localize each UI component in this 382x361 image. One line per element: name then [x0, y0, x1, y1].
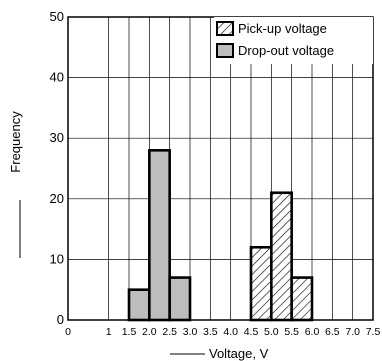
x-tick-label: 2.5	[162, 326, 177, 338]
x-tick-label: 7.5	[366, 326, 381, 338]
y-axis-title-group: Frequency	[8, 111, 23, 258]
y-tick-label: 0	[57, 312, 64, 327]
x-axis-title-group: Voltage, V	[170, 346, 269, 361]
pickup-bar	[270, 191, 293, 322]
x-tick-label: 0	[65, 326, 71, 338]
y-tick-label: 50	[50, 9, 64, 24]
legend-background	[214, 17, 373, 64]
legend-label: Pick-up voltage	[238, 21, 327, 36]
x-tick-label: 7.0	[345, 326, 360, 338]
y-tick-label: 10	[50, 251, 64, 266]
y-tick-labels: 0 10 20 30 40 50	[50, 9, 64, 327]
x-tick-label: 5.0	[264, 326, 279, 338]
x-tick-label: 1	[106, 326, 112, 338]
y-axis-title: Frequency	[8, 111, 23, 173]
y-tick-label: 30	[50, 130, 64, 145]
dropout-bar	[127, 288, 151, 322]
x-axis-title: Voltage, V	[209, 346, 269, 361]
pickup-bar	[290, 276, 314, 322]
legend-swatch	[216, 21, 234, 36]
y-tick-label: 20	[50, 191, 64, 206]
histogram-bars	[127, 149, 314, 322]
x-tick-label: 3.5	[203, 326, 218, 338]
x-tick-label: 6.0	[305, 326, 320, 338]
dropout-bar	[148, 149, 171, 322]
grid-lines	[67, 16, 374, 321]
x-tick-label: 2.0	[142, 326, 157, 338]
legend-label: Drop-out voltage	[238, 43, 334, 58]
x-tick-labels: 0 1 1.5 2.0 2.5 3.0 3.5 4.0 4.5 5.0 5.5 6.0 6.5 7.0 7.…	[65, 326, 380, 338]
x-tick-label: 4.5	[244, 326, 259, 338]
x-tick-label: 5.5	[284, 326, 299, 338]
y-tick-label: 40	[50, 70, 64, 85]
legend: Pick-up voltage Drop-out voltage	[214, 17, 373, 64]
x-tick-label: 1.5	[122, 326, 137, 338]
x-tick-label: 4.0	[223, 326, 238, 338]
x-tick-label: 3.0	[183, 326, 198, 338]
pickup-bar	[249, 245, 273, 322]
dropout-bar	[168, 276, 192, 322]
legend-swatch	[216, 43, 234, 58]
x-tick-label: 6.5	[325, 326, 340, 338]
